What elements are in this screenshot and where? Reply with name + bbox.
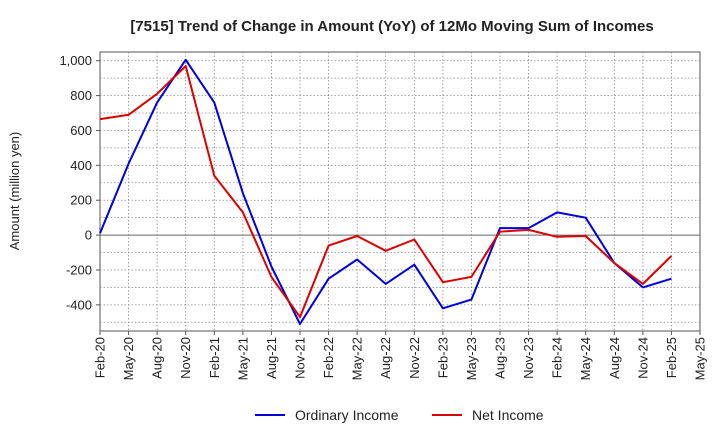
x-tick-label: Nov-24 — [635, 337, 650, 379]
legend: Ordinary Income Net Income — [255, 407, 544, 423]
x-tick-label: May-20 — [121, 337, 136, 380]
x-tick-label: Nov-21 — [293, 337, 308, 379]
y-tick-label: 1,000 — [59, 53, 92, 68]
x-tick-label: Feb-24 — [550, 337, 565, 378]
legend-label-net-income: Net Income — [472, 407, 544, 423]
y-tick-label: 600 — [70, 123, 92, 138]
x-tick-label: Nov-20 — [178, 337, 193, 379]
x-tick-label: May-22 — [350, 337, 365, 380]
x-tick-label: Nov-23 — [521, 337, 536, 379]
y-axis-label: Amount (million yen) — [7, 132, 22, 251]
legend-label-ordinary-income: Ordinary Income — [295, 407, 399, 423]
x-tick-label: Aug-23 — [493, 337, 508, 379]
y-tick-label: -200 — [66, 262, 92, 277]
x-tick-label: Aug-24 — [607, 337, 622, 379]
x-tick-label: Feb-22 — [321, 337, 336, 378]
x-tick-label: May-23 — [464, 337, 479, 380]
y-tick-label: 200 — [70, 193, 92, 208]
x-tick-label: Feb-25 — [664, 337, 679, 378]
y-tick-label: 800 — [70, 88, 92, 103]
y-tick-label: 400 — [70, 158, 92, 173]
x-tick-label: Aug-20 — [150, 337, 165, 379]
chart-title: [7515] Trend of Change in Amount (YoY) o… — [130, 18, 653, 35]
x-tick-label: May-21 — [235, 337, 250, 380]
x-tick-label: May-25 — [693, 337, 708, 380]
y-tick-label: -400 — [66, 297, 92, 312]
x-tick-label: Feb-23 — [435, 337, 450, 378]
x-tick-label: Nov-22 — [407, 337, 422, 379]
plot-frame — [100, 52, 700, 331]
x-tick-label: Aug-22 — [378, 337, 393, 379]
x-tick-label: Aug-21 — [264, 337, 279, 379]
x-tick-label: Feb-21 — [207, 337, 222, 378]
plot-area: -400 -200 0 200 400 600 800 1,000 Feb-20 May-20 Au… — [59, 52, 707, 380]
x-tick-label: Feb-20 — [93, 337, 108, 378]
y-tick-label: 0 — [85, 228, 92, 243]
x-tick-label: May-24 — [578, 337, 593, 380]
